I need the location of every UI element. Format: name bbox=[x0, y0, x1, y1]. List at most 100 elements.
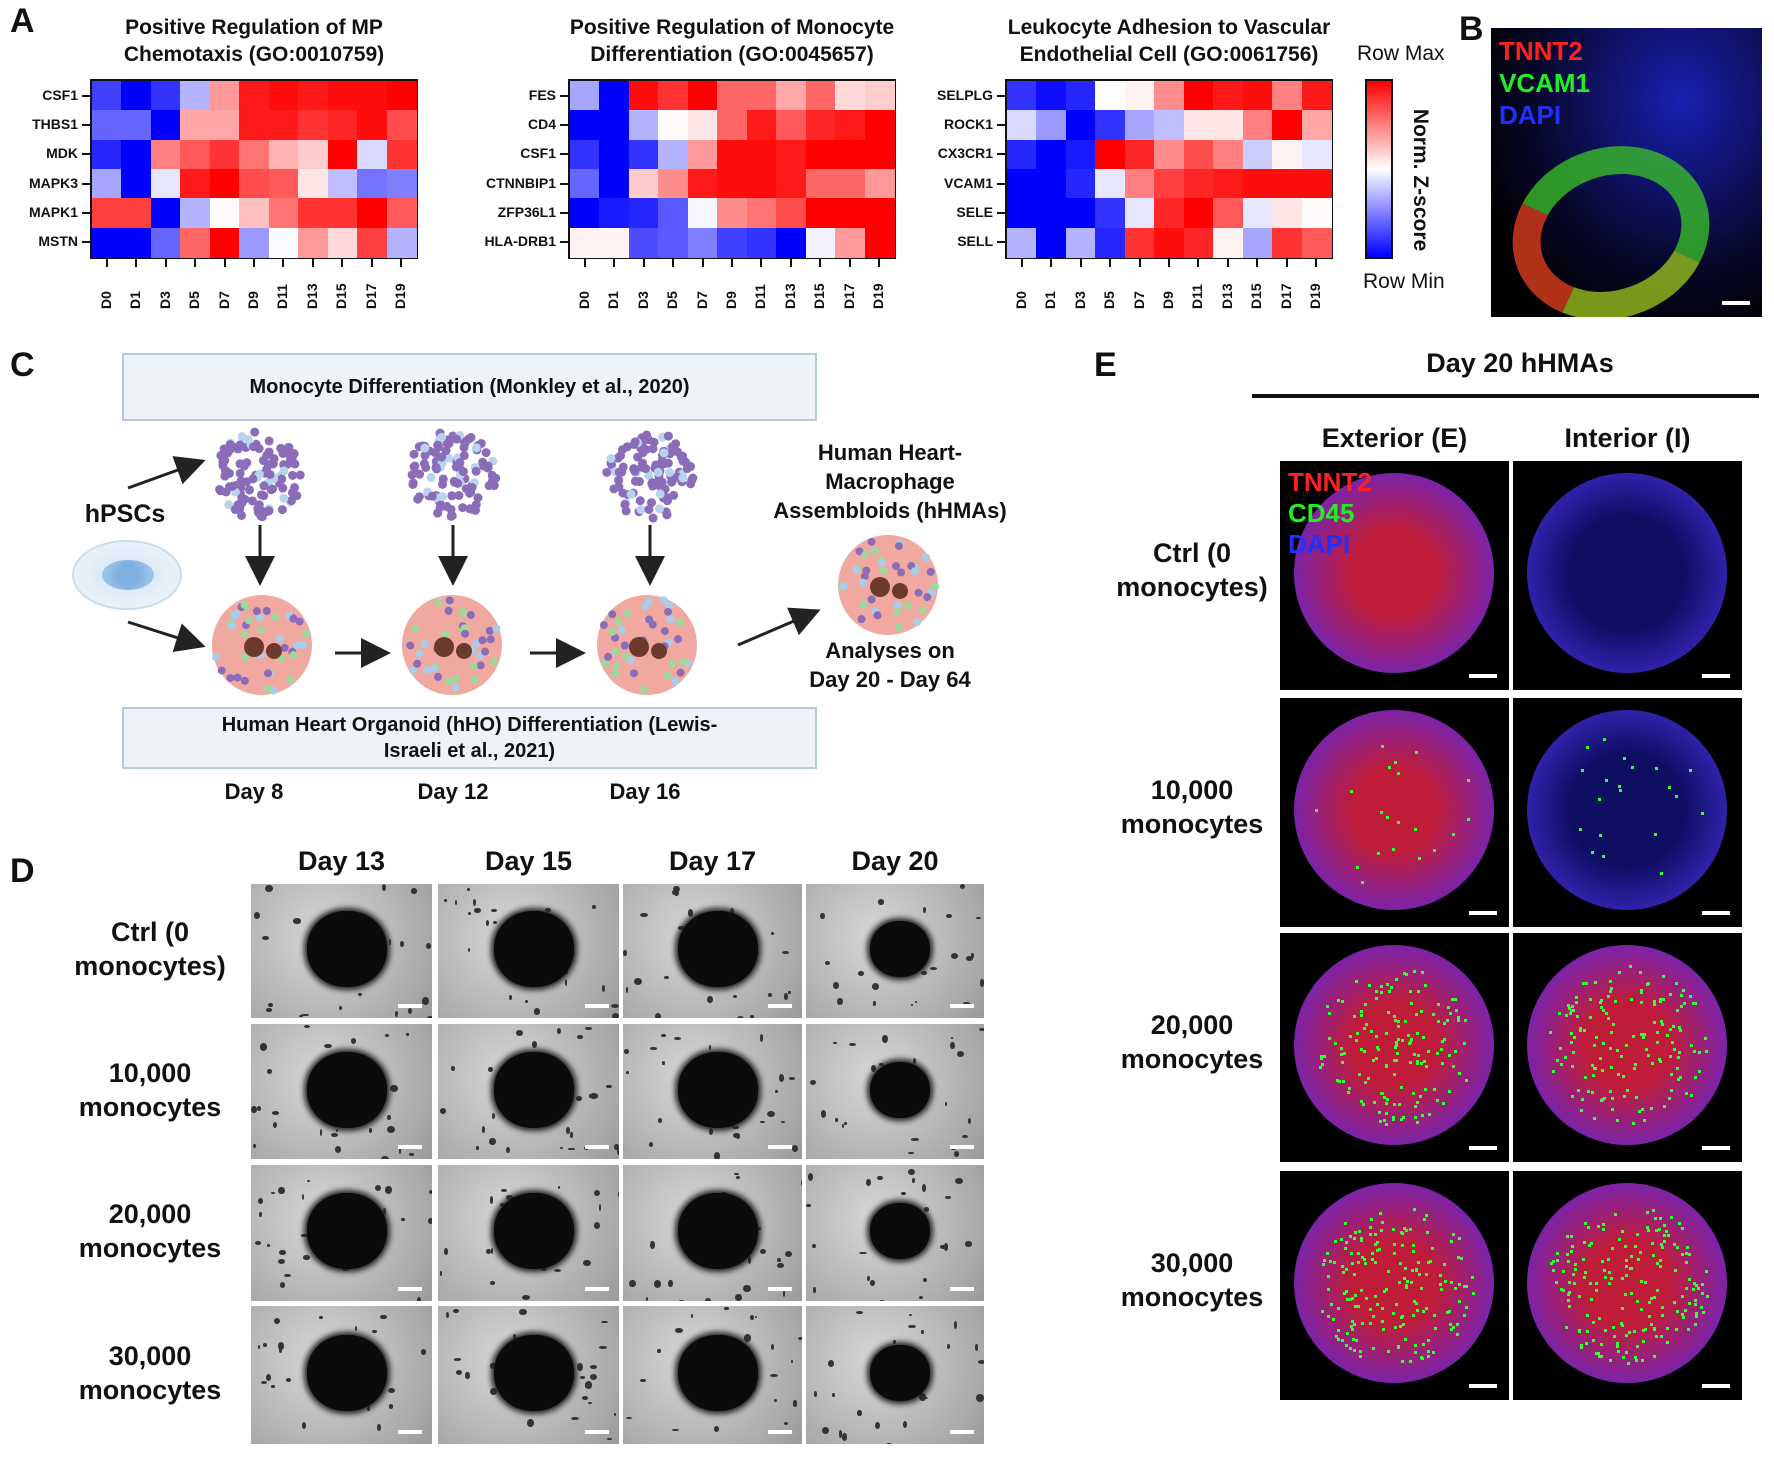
cd45-cell bbox=[1414, 1104, 1418, 1108]
cd45-cell bbox=[1427, 1338, 1431, 1342]
cd45-cell bbox=[1630, 1255, 1634, 1258]
organoid-cell bbox=[663, 671, 672, 680]
organoid-cell bbox=[931, 582, 940, 591]
heatmap-cell-CSF1-D5 bbox=[180, 81, 211, 111]
cd45-cell bbox=[1674, 1268, 1678, 1272]
debris bbox=[598, 1346, 607, 1349]
cd45-cell bbox=[1403, 1226, 1407, 1230]
monocyte-cell bbox=[662, 510, 672, 520]
cd45-cell bbox=[1343, 1051, 1347, 1055]
cd45-cell bbox=[1551, 1269, 1555, 1273]
scale-bar bbox=[1702, 674, 1730, 678]
cd45-cell bbox=[1368, 1322, 1372, 1326]
monocyte-cell bbox=[636, 505, 646, 515]
cd45-cell bbox=[1654, 767, 1658, 771]
heatmap-cell-CSF1-D1 bbox=[121, 81, 152, 111]
heatmap-cell-MAPK1-D3 bbox=[150, 198, 181, 229]
debris bbox=[944, 1101, 948, 1106]
cd45-cell bbox=[1441, 1040, 1445, 1044]
cd45-cell bbox=[1406, 1033, 1410, 1037]
heatmap-cell-SELPLG-D3 bbox=[1065, 81, 1096, 111]
monocyte-cell bbox=[435, 502, 445, 512]
cd45-cell bbox=[1651, 1253, 1655, 1257]
monocyte-cell bbox=[437, 492, 447, 502]
cd45-cell bbox=[1358, 1350, 1362, 1354]
debris bbox=[265, 1008, 273, 1012]
cd45-cell bbox=[1384, 1122, 1388, 1126]
cd45-cell bbox=[1419, 1286, 1423, 1290]
heatmap-cell-CSF1-D19 bbox=[386, 81, 417, 111]
heatmap-cell-CX3CR1-D19 bbox=[1301, 139, 1332, 170]
debris bbox=[760, 1120, 766, 1123]
monocyte-cell bbox=[671, 439, 681, 449]
debris bbox=[399, 1146, 402, 1154]
brightfield-image bbox=[623, 1306, 802, 1444]
monocyte-cell bbox=[235, 459, 245, 469]
debris bbox=[756, 1227, 762, 1231]
debris bbox=[950, 1041, 955, 1049]
legend-tnnt2: TNNT2 bbox=[1288, 467, 1372, 497]
cd45-cell bbox=[1638, 1251, 1642, 1255]
organoid-cell bbox=[263, 669, 272, 678]
col-tick bbox=[1020, 259, 1023, 267]
cd45-cell bbox=[1333, 1260, 1337, 1264]
cd45-cell bbox=[1683, 1309, 1687, 1313]
hhma-label: Human Heart- Macrophage Assembloids (hHM… bbox=[755, 438, 1025, 525]
cd45-cell bbox=[1394, 1041, 1398, 1045]
fluorescence-row-label: 30,000 monocytes bbox=[1097, 1246, 1287, 1314]
cd45-cell bbox=[1353, 1236, 1357, 1240]
heatmap-cell-THBS1-D13 bbox=[298, 110, 329, 141]
cd45-cell bbox=[1624, 1351, 1628, 1355]
cd45-cell bbox=[1592, 1321, 1596, 1325]
debris bbox=[788, 990, 792, 995]
debris bbox=[871, 982, 880, 991]
monocyte-cell bbox=[228, 481, 238, 491]
cd45-cell bbox=[1675, 1327, 1679, 1331]
organoid-blob bbox=[870, 1345, 930, 1401]
cd45-cell bbox=[1369, 1225, 1372, 1229]
organoid-cell bbox=[674, 635, 683, 644]
cd45-cell bbox=[1327, 1287, 1331, 1291]
debris bbox=[939, 1244, 947, 1249]
debris bbox=[654, 1012, 661, 1018]
cd45-cell bbox=[1374, 989, 1378, 993]
col-tick bbox=[370, 259, 373, 267]
cd45-cell bbox=[1386, 1011, 1390, 1014]
cd45-cell bbox=[1609, 1359, 1613, 1363]
cd45-cell bbox=[1653, 1020, 1657, 1024]
cd45-cell bbox=[1666, 1341, 1670, 1345]
organoid-cell bbox=[255, 613, 264, 622]
cd45-cell bbox=[1609, 989, 1613, 993]
cd45-cell bbox=[1623, 756, 1627, 760]
heatmap-cell-MAPK1-D11 bbox=[268, 198, 299, 229]
debris bbox=[576, 1363, 583, 1372]
cd45-cell bbox=[1594, 1067, 1598, 1071]
cd45-cell bbox=[1637, 1257, 1641, 1261]
cd45-cell bbox=[1677, 1025, 1681, 1029]
debris bbox=[455, 1369, 462, 1375]
legend-tnnt2: TNNT2 bbox=[1499, 36, 1583, 66]
organoid-cell bbox=[444, 677, 453, 686]
debris bbox=[961, 1135, 968, 1139]
debris bbox=[439, 1271, 443, 1276]
debris bbox=[754, 1316, 758, 1319]
organoid-cell bbox=[302, 629, 311, 638]
monocyte-cell bbox=[470, 505, 480, 515]
debris bbox=[833, 1041, 837, 1045]
heatmap-cell-CX3CR1-D13 bbox=[1213, 139, 1244, 170]
debris bbox=[531, 1041, 537, 1048]
day-8-label: Day 8 bbox=[224, 779, 284, 804]
heatmap-cell-FES-D5 bbox=[658, 81, 689, 111]
cd45-cell bbox=[1658, 1216, 1662, 1220]
cd45-cell bbox=[1435, 1099, 1439, 1103]
monocyte-cell bbox=[678, 456, 688, 466]
heatmap-cell-VCAM1-D1 bbox=[1036, 169, 1067, 199]
col-tick bbox=[1285, 259, 1288, 267]
cd45-cell bbox=[1658, 1058, 1662, 1062]
debris bbox=[401, 1217, 405, 1221]
cd45-cell bbox=[1568, 1290, 1572, 1294]
cd45-cell bbox=[1350, 1325, 1354, 1329]
panel-label-a: A bbox=[10, 2, 35, 40]
debris bbox=[559, 1147, 563, 1150]
debris bbox=[252, 1143, 256, 1148]
